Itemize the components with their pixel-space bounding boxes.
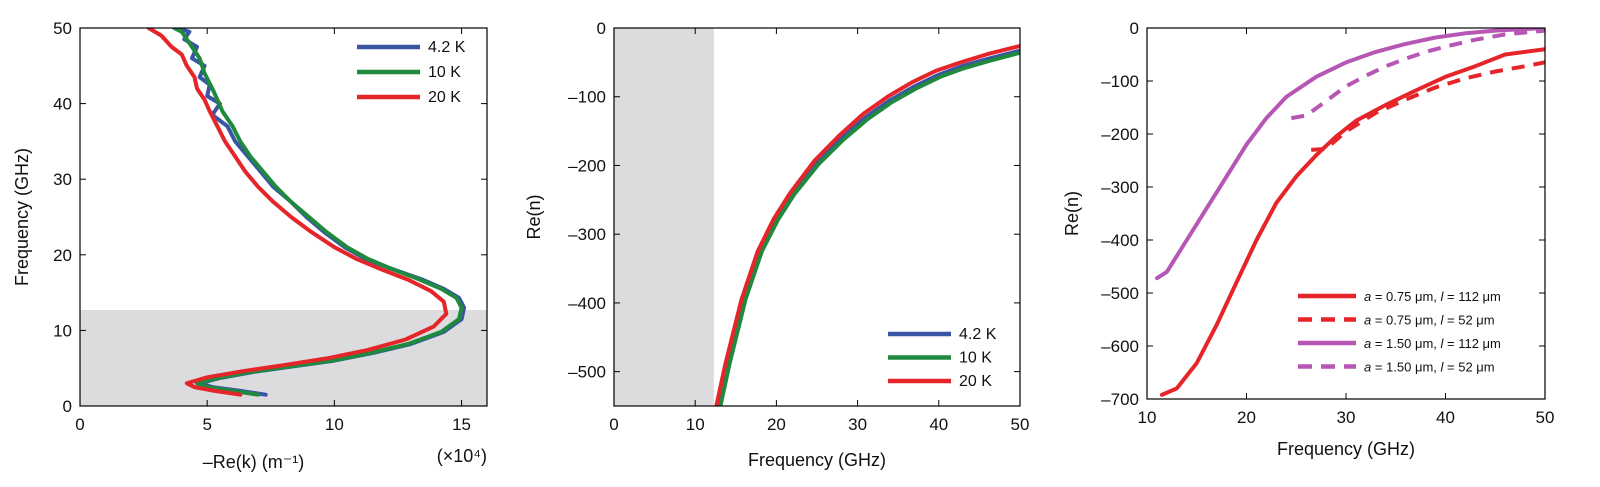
y-tick-label: 20 (53, 246, 72, 265)
y-tick-label: –100 (568, 88, 606, 107)
x-axis-label: –Re(k) (m⁻¹) (203, 452, 305, 472)
y-tick-label: –600 (1101, 337, 1139, 356)
series-line (1159, 47, 1545, 397)
y-tick-label: 40 (53, 95, 72, 114)
x-tick-label: 0 (75, 415, 84, 434)
x-tick-label: 30 (1337, 408, 1356, 427)
x-tick-label: 20 (1237, 408, 1256, 427)
legend-label: 20 K (428, 89, 461, 106)
legend-label: a = 0.75 μm, l = 112 μm (1364, 289, 1501, 304)
plot-frame (613, 27, 1021, 407)
y-tick-label: –300 (1101, 178, 1139, 197)
series-line (718, 50, 1020, 406)
x-tick-label: 40 (929, 415, 948, 434)
plot-frame (79, 27, 488, 407)
legend: a = 0.75 μm, l = 112 μm a = 0.75 μm, l = … (1298, 289, 1501, 375)
y-axis-label: Frequency (GHz) (12, 148, 32, 286)
series-line (1155, 28, 1545, 281)
x-tick-label: 20 (767, 415, 786, 434)
series-group (714, 43, 1020, 406)
x-axis-label: Frequency (GHz) (748, 450, 886, 470)
y-tick-label: 10 (53, 321, 72, 340)
y-tick-label: 30 (53, 170, 72, 189)
legend-label: 10 K (959, 350, 992, 367)
legend-label: a = 1.50 μm, l = 52 μm (1364, 360, 1495, 375)
y-tick-label: –200 (1101, 125, 1139, 144)
y-tick-label: 50 (53, 19, 72, 38)
y-axis-label: Re(n) (524, 194, 544, 239)
y-tick-label: –700 (1101, 390, 1139, 409)
y-axis-label: Re(n) (1062, 191, 1082, 236)
series-line (172, 28, 464, 397)
legend: 4.2 K 10 K 20 K (888, 326, 997, 390)
y-tick-label: –400 (1101, 231, 1139, 250)
series-group (146, 28, 467, 397)
legend-label: 4.2 K (959, 326, 997, 343)
y-tick-label: –100 (1101, 72, 1139, 91)
y-tick-label: –300 (568, 225, 606, 244)
x-axis-multiplier: (×10⁴) (437, 446, 487, 466)
shaded-region (614, 28, 714, 406)
panel-middle-chart: 0 10 20 30 40 50 0 –100 –200 –300 –400 –500 Frequenc… (524, 19, 1029, 470)
y-tick-label: 0 (1130, 19, 1139, 38)
x-axis-label: Frequency (GHz) (1277, 439, 1415, 459)
x-tick-label: 30 (848, 415, 867, 434)
y-tick-label: –500 (568, 363, 606, 382)
series-line (146, 28, 449, 397)
y-tick-label: –400 (568, 294, 606, 313)
series-group (1155, 28, 1545, 397)
x-tick-label: 5 (202, 415, 211, 434)
y-tick-label: 0 (63, 397, 72, 416)
x-tick-label: 0 (609, 415, 618, 434)
x-tick-label: 50 (1011, 415, 1030, 434)
y-tick-label: –200 (568, 156, 606, 175)
legend-label: a = 0.75 μm, l = 52 μm (1364, 313, 1495, 328)
x-tick-label: 10 (1138, 408, 1157, 427)
series-line (714, 43, 1020, 406)
x-tick-label: 15 (452, 415, 471, 434)
legend-label: a = 1.50 μm, l = 112 μm (1364, 336, 1501, 351)
panel-left-chart: 0 5 10 15 0 10 20 30 40 50 –Re(k) (m⁻¹) Frequency (… (12, 19, 488, 472)
legend-label: 4.2 K (428, 39, 466, 56)
x-tick-label: 10 (686, 415, 705, 434)
y-tick-label: 0 (597, 19, 606, 38)
legend-label: 10 K (428, 64, 461, 81)
panel-right-chart: 10 20 30 40 50 0 –100 –200 –300 –400 –500 –600 –700 F… (1062, 19, 1554, 459)
legend-label: 20 K (959, 373, 992, 390)
x-tick-label: 10 (325, 415, 344, 434)
legend: 4.2 K 10 K 20 K (357, 39, 466, 106)
series-line (1311, 60, 1545, 152)
y-tick-label: –500 (1101, 284, 1139, 303)
x-tick-label: 50 (1536, 408, 1555, 427)
series-line (1290, 28, 1545, 121)
shaded-region (80, 309, 487, 406)
x-tick-label: 40 (1436, 408, 1455, 427)
